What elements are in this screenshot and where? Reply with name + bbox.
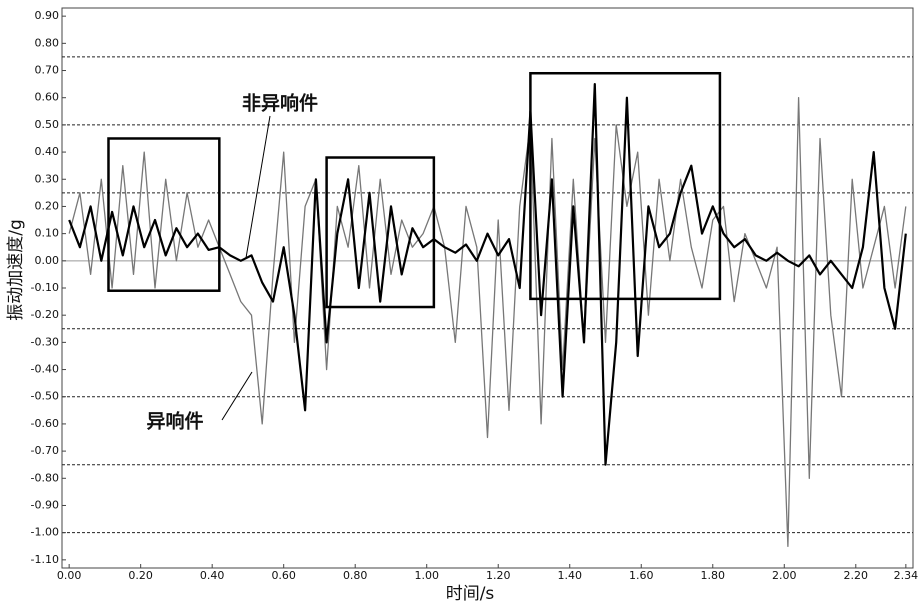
- y-tick-label: 0.70: [35, 64, 60, 77]
- series-line: [68, 83, 907, 466]
- y-tick-label: 0.10: [35, 227, 60, 240]
- y-tick-label: -0.30: [31, 335, 59, 348]
- y-tick-label: -0.50: [31, 390, 59, 403]
- x-tick-label: 1.00: [414, 569, 439, 582]
- x-tick-label: 0.60: [271, 569, 296, 582]
- x-tick-label: 2.20: [844, 569, 869, 582]
- y-tick-label: -0.60: [31, 417, 59, 430]
- x-tick-label: 1.40: [557, 569, 582, 582]
- y-tick-label: -0.20: [31, 308, 59, 321]
- y-tick-label: -0.40: [31, 363, 59, 376]
- y-tick-label: 0.60: [35, 91, 60, 104]
- callout-line: [245, 115, 271, 259]
- x-tick-label: 0.20: [128, 569, 153, 582]
- series-label: 非异响件: [242, 92, 318, 115]
- x-axis-title: 时间/s: [446, 584, 495, 604]
- y-tick-label: -0.10: [31, 281, 59, 294]
- y-tick-label: -0.80: [31, 471, 59, 484]
- x-tick-label: 0.80: [343, 569, 368, 582]
- y-tick-label: -1.10: [31, 553, 59, 566]
- highlight-box: [107, 137, 221, 292]
- y-tick-label: 0.80: [35, 36, 60, 49]
- highlight-box: [325, 156, 436, 309]
- x-tick-label: 0.40: [200, 569, 225, 582]
- y-tick-label: -0.90: [31, 498, 59, 511]
- y-tick-label: -1.00: [31, 526, 59, 539]
- y-axis-title: 振动加速度/g: [6, 219, 26, 321]
- y-tick-label: 0.50: [35, 118, 60, 131]
- x-tick-label: 1.20: [486, 569, 511, 582]
- y-tick-label: 0.40: [35, 145, 60, 158]
- y-tick-label: 0.30: [35, 172, 60, 185]
- highlight-box: [529, 71, 722, 301]
- series-label: 异响件: [146, 410, 203, 433]
- y-tick-label: 0.20: [35, 199, 60, 212]
- x-tick-label: 2.34: [894, 569, 919, 582]
- x-tick-label: 2.00: [772, 569, 797, 582]
- y-tick-label: -0.70: [31, 444, 59, 457]
- x-tick-label: 0.00: [57, 569, 82, 582]
- callout-line: [221, 371, 253, 421]
- x-tick-label: 1.60: [629, 569, 654, 582]
- series-line: [68, 97, 907, 547]
- y-tick-label: 0.00: [35, 254, 60, 267]
- y-tick-label: 0.90: [35, 9, 60, 22]
- x-tick-label: 1.80: [701, 569, 726, 582]
